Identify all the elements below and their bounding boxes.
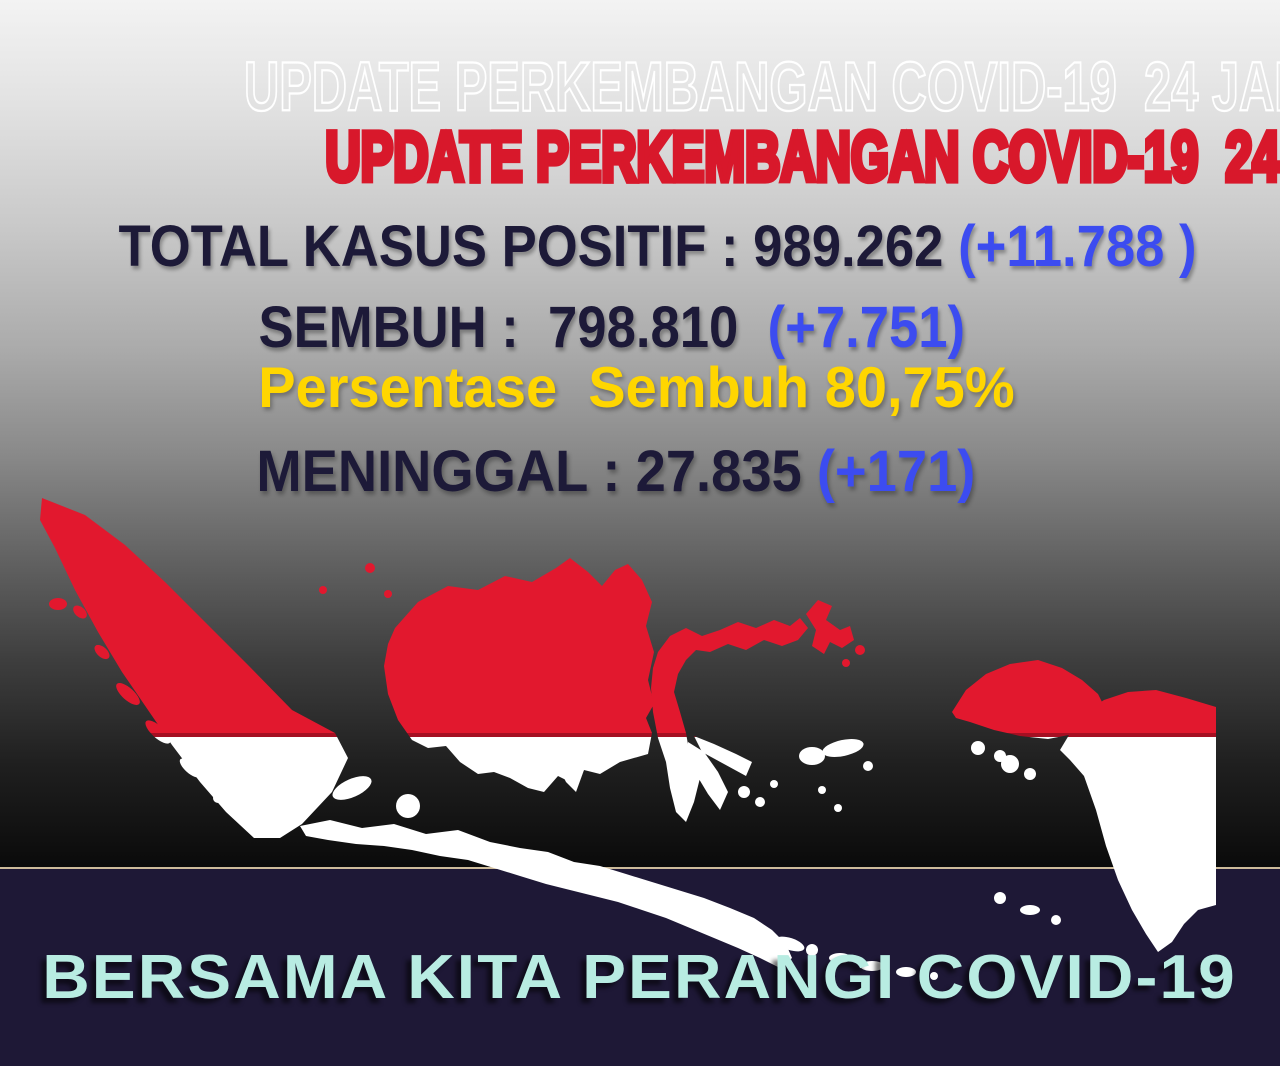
title-inline-overlay: UPDATE PERKEMBANGAN COVID-19 24 JANUARI …: [243, 46, 1280, 126]
stat-persentase-sembuh: Persentase Sembuh 80,75%: [196, 301, 1015, 474]
stat-meninggal-delta: (+171): [801, 437, 976, 504]
stat-sembuh: SEMBUH : 798.810 (+7.751): [200, 239, 966, 415]
stat-meninggal-value: 27.835: [635, 437, 802, 504]
footer-slogan-row: BERSAMA KITA PERANGI COVID-19: [0, 947, 1280, 1009]
stat-sembuh-label: SEMBUH :: [258, 293, 549, 360]
footer-slogan: BERSAMA KITA PERANGI COVID-19: [42, 943, 1238, 1012]
stat-sembuh-delta: (+7.751): [738, 293, 966, 360]
stat-total-positif-label: TOTAL KASUS POSITIF :: [118, 212, 754, 279]
stat-total-positif-value: 989.262: [753, 212, 944, 279]
stat-total-positif: TOTAL KASUS POSITIF : 989.262 (+11.788 ): [60, 158, 1197, 334]
stat-persentase-label: Persentase Sembuh: [258, 354, 825, 420]
stat-meninggal-label: MENINGGAL :: [256, 437, 636, 504]
stat-meninggal: MENINGGAL : 27.835 (+171): [196, 383, 975, 559]
title-text: UPDATE PERKEMBANGAN COVID-19 24 JANUARI …: [323, 116, 1280, 196]
stat-sembuh-value: 798.810: [548, 293, 739, 360]
stat-total-positif-delta: (+11.788 ): [943, 212, 1197, 279]
stat-persentase-value: 80,75%: [824, 354, 1015, 420]
